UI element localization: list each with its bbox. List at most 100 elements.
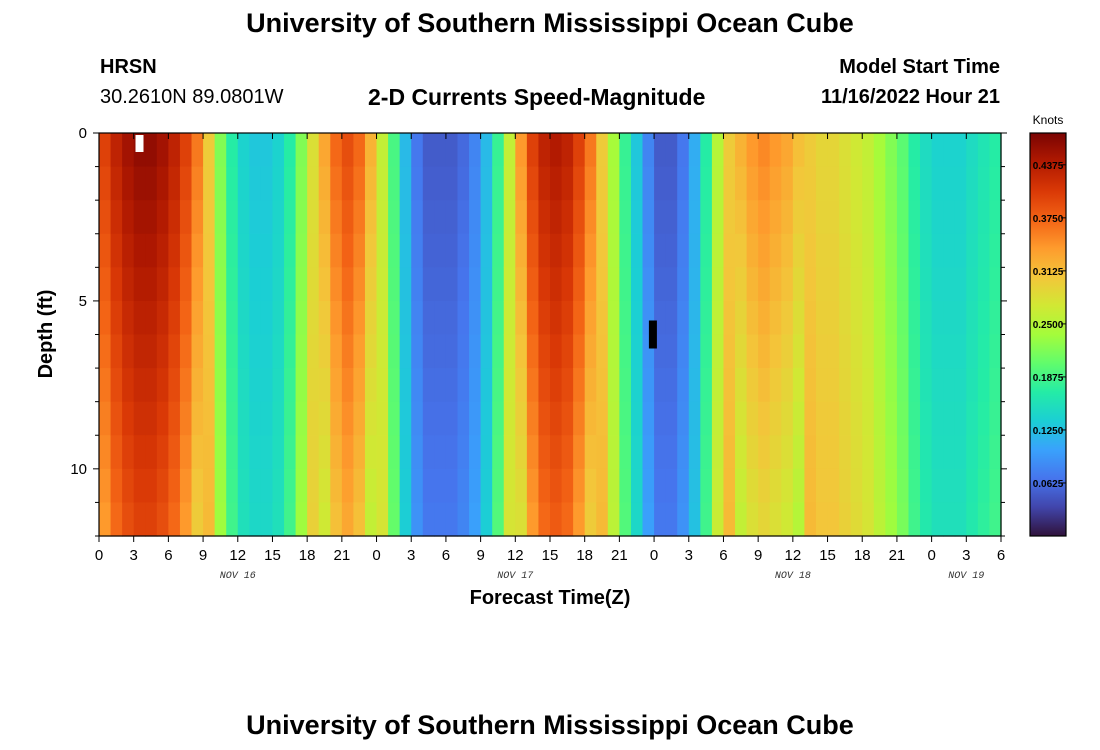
heatmap-cell [550, 200, 563, 235]
heatmap-cell [584, 334, 597, 369]
heatmap-cell [469, 200, 482, 235]
heatmap-cell [330, 133, 343, 168]
heatmap-cell [781, 300, 794, 336]
heatmap-cell [237, 233, 250, 268]
heatmap-cell [619, 401, 632, 436]
heatmap-cell [781, 368, 794, 403]
heatmap-cell [179, 368, 193, 403]
heatmap-cell [804, 267, 817, 302]
heatmap-cell [145, 200, 158, 235]
heatmap-cell [584, 166, 597, 201]
heatmap-cell [480, 435, 493, 470]
heatmap-cell [989, 166, 1002, 201]
heatmap-cell [735, 401, 748, 436]
heatmap-cell [573, 368, 586, 403]
heatmap-cell [168, 233, 181, 268]
heatmap-cell [550, 166, 563, 201]
heatmap-cell [827, 368, 840, 403]
heatmap-cell [341, 200, 355, 235]
heatmap-cell [873, 233, 886, 268]
heatmap-cell [503, 468, 516, 504]
heatmap-cell [815, 435, 829, 470]
heatmap-cell [735, 435, 748, 470]
heatmap-cell [735, 233, 748, 268]
heatmap-cell [191, 401, 204, 436]
heatmap-cell [862, 334, 875, 369]
heatmap-cell [526, 200, 540, 235]
heatmap-cell [677, 468, 690, 504]
heatmap-cell [850, 200, 863, 235]
heatmap-cell [885, 368, 898, 403]
heatmap-cell [920, 267, 933, 302]
heatmap-cell [827, 300, 840, 336]
heatmap-cell [735, 368, 748, 403]
heatmap-cell [711, 267, 725, 302]
heatmap-cell [364, 233, 378, 268]
heatmap-cell [272, 435, 285, 470]
colorbar-tick-label: 0.0625 [1033, 479, 1064, 490]
heatmap-cell [908, 334, 921, 369]
heatmap-cell [954, 166, 967, 201]
x-tick-label: 21 [889, 547, 906, 564]
heatmap-cell [862, 435, 875, 470]
heatmap-cell [711, 502, 725, 537]
heatmap-cell [434, 166, 447, 201]
heatmap-cell [538, 166, 551, 201]
heatmap-cell [885, 435, 898, 470]
heatmap-cell [630, 401, 644, 436]
heatmap-cell [654, 233, 667, 268]
heatmap-cell [885, 468, 898, 504]
colorbar-ticks: 0.4375 0.3750 0.3125 0.2500 0.1875 0.1250 0.06… [1033, 161, 1066, 490]
heatmap-cell [920, 166, 933, 201]
heatmap-cell [850, 267, 863, 302]
heatmap-cell [237, 133, 250, 168]
heatmap-cell [156, 435, 169, 470]
heatmap-cell [110, 233, 123, 268]
heatmap-cell [179, 300, 193, 336]
heatmap-cell [249, 133, 262, 168]
heatmap-cell [827, 133, 840, 168]
heatmap-cell [145, 435, 158, 470]
heatmap-cell [735, 166, 748, 201]
heatmap-cell [584, 502, 597, 537]
heatmap-cell [110, 334, 123, 369]
x-tick-label: 6 [164, 547, 172, 564]
heatmap-cell [804, 435, 817, 470]
heatmap-cell [677, 334, 690, 369]
heatmap-cell [399, 300, 412, 336]
heatmap-cell [260, 368, 274, 403]
heatmap-cell [630, 368, 644, 403]
heatmap-cell [561, 267, 574, 302]
heatmap-cell [145, 468, 158, 504]
heatmap-cell [700, 133, 713, 168]
heatmap-cell [434, 401, 447, 436]
heatmap-cell [711, 401, 725, 436]
heatmap-cell [758, 166, 771, 201]
heatmap-cell [931, 368, 944, 403]
heatmap-cell [145, 502, 158, 537]
heatmap-cell [943, 368, 956, 403]
heatmap-cell [931, 267, 944, 302]
heatmap-cell [792, 401, 806, 436]
heatmap-cell [260, 233, 274, 268]
heatmap-cell [133, 267, 146, 302]
colorbar-tick-label: 0.3750 [1033, 214, 1064, 225]
heatmap-cell [920, 401, 933, 436]
heatmap-cell [469, 233, 482, 268]
heatmap-cell [318, 435, 331, 470]
heatmap-cell [885, 334, 898, 369]
heatmap-cell [480, 468, 493, 504]
heatmap-cell [376, 233, 389, 268]
heatmap-cell [931, 502, 944, 537]
heatmap-cell [191, 166, 204, 201]
heatmap-cell [307, 166, 320, 201]
heatmap-cell [307, 435, 320, 470]
heatmap-cell [318, 468, 331, 504]
heatmap-cell [607, 200, 620, 235]
heatmap-cell [492, 233, 505, 268]
heatmap-cell [272, 200, 285, 235]
heatmap-cell [769, 166, 782, 201]
heatmap-cell [179, 468, 193, 504]
heatmap-cell [931, 166, 944, 201]
heatmap-cell [515, 468, 528, 504]
